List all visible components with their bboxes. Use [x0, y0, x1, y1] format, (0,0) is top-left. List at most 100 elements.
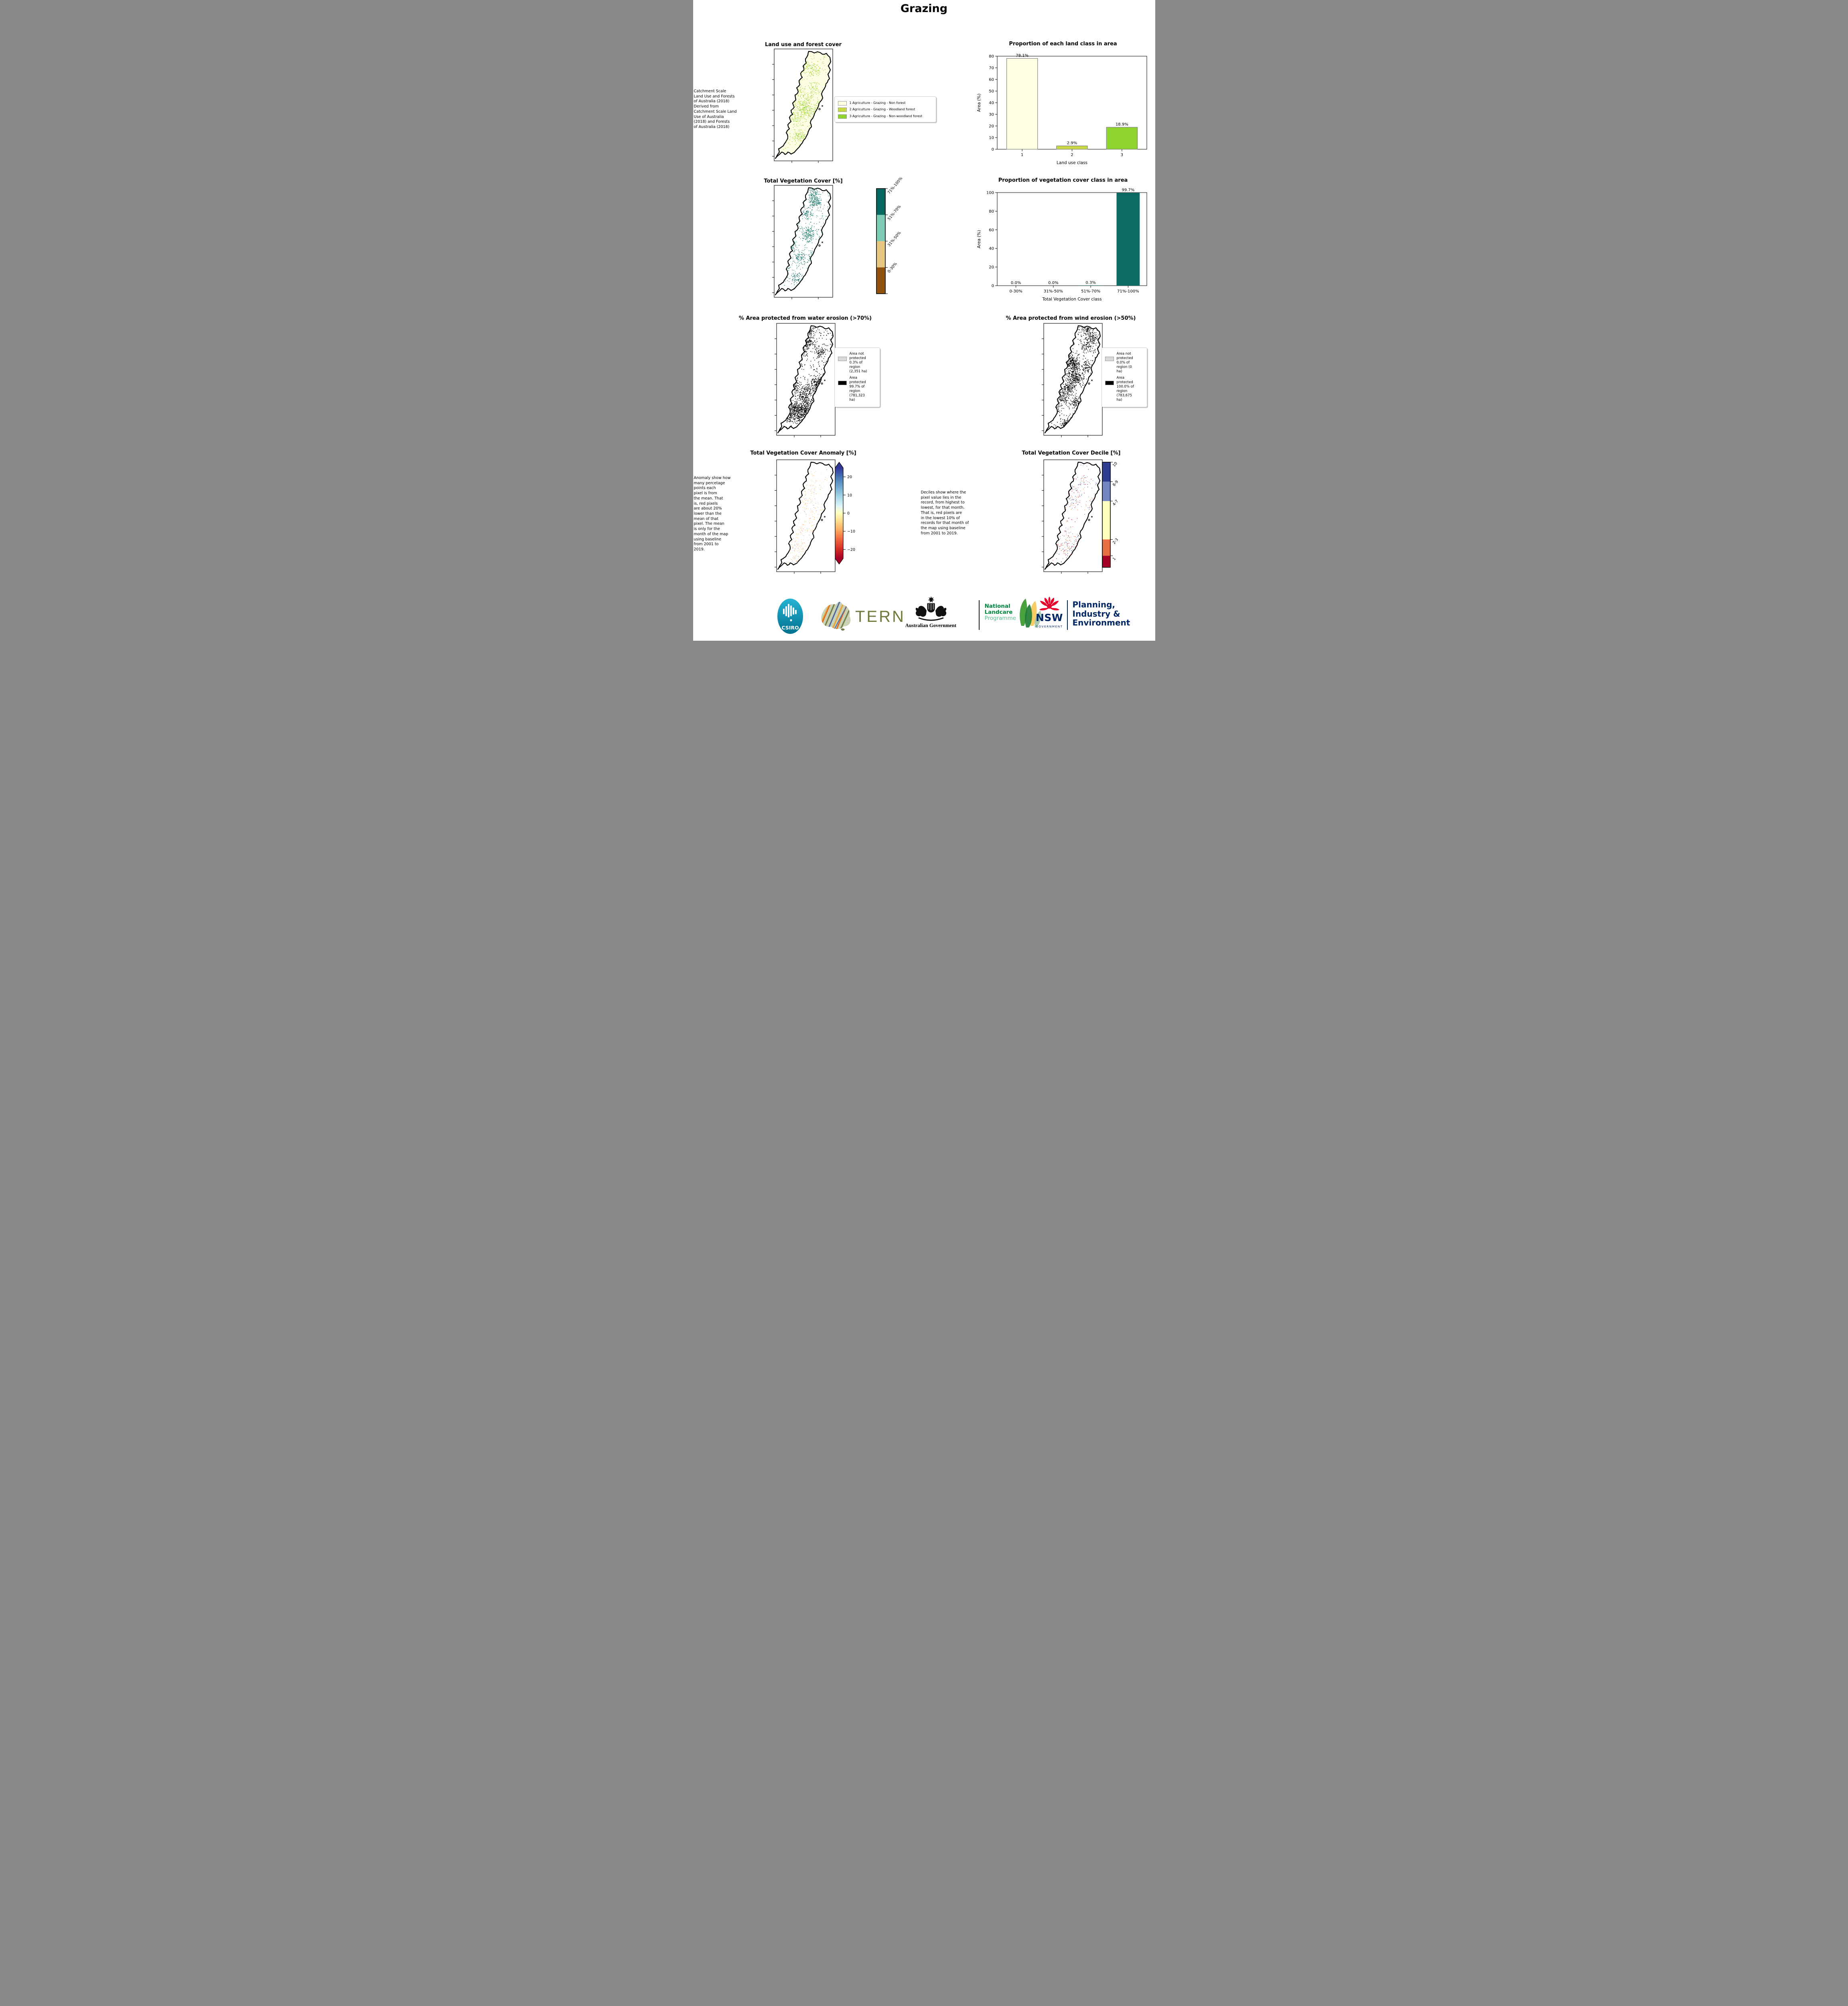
nsw-waratah-icon [1038, 596, 1060, 611]
wind-erosion-map [1041, 323, 1103, 437]
vegcover-colorbar: 71%-100% 51%-70% 31%-50% 0-30% [876, 176, 903, 294]
water-erosion-map [774, 323, 836, 437]
decile-map [1041, 459, 1103, 574]
landcare-line2: Landcare [984, 609, 1013, 616]
wind-erosion-map-title: % Area protected from wind erosion (>50%… [1006, 315, 1136, 321]
australian-government-label: Australian Government [905, 623, 957, 628]
decile-note: Deciles show where the pixel value lies … [921, 490, 969, 536]
water-legend-swatch-icon [838, 357, 847, 361]
wind-legend-item: Area protected 100.0% of region (783,675… [1105, 376, 1144, 402]
landuse-map [772, 49, 833, 163]
landclass-bar-chart: 0 10 20 30 40 50 60 70 80 78.1% 1 2.9% 2 18.9% 3 Land u… [977, 54, 1147, 165]
tern-australia-icon [821, 602, 850, 631]
svg-text:Area (%): Area (%) [977, 230, 982, 248]
landuse-legend-label: 3 Agriculture - Grazing - Non-woodland f… [849, 114, 923, 118]
water-legend-swatch-icon [838, 381, 847, 386]
anomaly-map [774, 459, 836, 574]
wind-legend-label: Area protected 100.0% of region (783,675… [1116, 376, 1134, 402]
svg-text:1: 1 [1020, 153, 1023, 157]
svg-text:Area (%): Area (%) [977, 93, 982, 112]
pie-line2: Industry & [1072, 609, 1120, 619]
svg-text:18.9%: 18.9% [1115, 122, 1128, 127]
svg-text:71%-100%: 71%-100% [886, 176, 903, 195]
svg-text:0: 0 [991, 148, 994, 152]
landuse-legend-item: 3 Agriculture - Grazing - Non-woodland f… [838, 114, 933, 119]
page-title: Grazing [900, 2, 948, 15]
svg-text:0.0%: 0.0% [1048, 281, 1058, 285]
svg-text:31%-50%: 31%-50% [1043, 289, 1063, 294]
pie-line1: Planning, [1072, 600, 1116, 609]
landuse-legend: 1 Agriculture - Grazing - Non forest 2 Ag… [834, 96, 936, 122]
svg-text:0-30%: 0-30% [1009, 289, 1022, 294]
vegcover-map-title: Total Vegetation Cover [%] [764, 178, 843, 184]
svg-text:3: 3 [1120, 153, 1123, 157]
landclass-chart-title: Proportion of each land class in area [1009, 41, 1117, 47]
landuse-legend-label: 2 Agriculture - Grazing - Woodland fores… [849, 108, 915, 111]
wind-legend-swatch-icon [1105, 357, 1114, 361]
svg-text:0.3%: 0.3% [1085, 280, 1095, 285]
svg-text:51%-70%: 51%-70% [886, 204, 902, 221]
water-legend-item: Area not protected 0.3% of region (2,351… [838, 352, 876, 374]
australian-government-crest-icon [915, 596, 946, 621]
svg-text:50: 50 [989, 89, 994, 94]
svg-text:31%-50%: 31%-50% [886, 231, 902, 248]
svg-text:0-30%: 0-30% [886, 262, 898, 274]
svg-text:71%-100%: 71%-100% [1117, 289, 1139, 294]
anomaly-map-title: Total Vegetation Cover Anomaly [%] [750, 450, 856, 456]
svg-text:60: 60 [989, 78, 994, 82]
svg-text:78.1%: 78.1% [1016, 54, 1028, 58]
water-erosion-map-title: % Area protected from water erosion (>70… [738, 315, 872, 321]
decile-colorbar: 108-94-72-31 [1101, 461, 1119, 568]
svg-text:40: 40 [989, 247, 994, 251]
landcare-label: National Landcare Programme [985, 603, 1016, 621]
svg-text:80: 80 [989, 55, 994, 59]
csiro-sun-icon [783, 604, 797, 621]
vegclass-bar-chart: 0 20 40 60 80 100 0.0% 0-30% 0.0% 31%-50% 0.3% 51%-… [977, 188, 1147, 302]
landuse-legend-item: 2 Agriculture - Grazing - Woodland fores… [838, 107, 933, 112]
landuse-legend-swatch-icon [838, 114, 847, 119]
tern-logo: TERN [821, 602, 903, 631]
landcare-line3: Programme [984, 615, 1016, 622]
vegcover-map [772, 185, 833, 299]
decile-map-title: Total Vegetation Cover Decile [%] [1022, 450, 1121, 456]
vegclass-chart-title: Proportion of vegetation cover class in … [998, 177, 1128, 183]
tern-label: TERN [855, 608, 905, 625]
svg-text:80: 80 [989, 209, 994, 214]
svg-text:30: 30 [989, 113, 994, 117]
landuse-legend-label: 1 Agriculture - Grazing - Non forest [849, 101, 906, 105]
wind-legend-label: Area not protected 0.0% of region (0 ha) [1116, 352, 1133, 374]
svg-text:0.0%: 0.0% [1010, 281, 1020, 285]
landuse-legend-swatch-icon [838, 108, 847, 112]
csiro-ellipse [777, 599, 803, 634]
report-page: Grazing Catchment Scale Land Use and For… [693, 0, 1155, 641]
anomaly-note: Anomaly show how many percetage points e… [694, 476, 731, 552]
svg-text:51%-70%: 51%-70% [1081, 289, 1100, 294]
landcare-leaves-icon [1019, 599, 1041, 627]
csiro-logo: CSIRO [777, 599, 803, 634]
landuse-source-note: Catchment Scale Land Use and Forests of … [694, 89, 737, 130]
svg-text:20: 20 [989, 265, 994, 270]
landcare-line1: National [984, 603, 1010, 609]
svg-text:70: 70 [989, 66, 994, 71]
svg-text:Total Vegetation Cover class: Total Vegetation Cover class [1042, 297, 1101, 302]
landuse-map-title: Land use and forest cover [765, 42, 842, 48]
footer-divider-1 [978, 600, 980, 630]
water-erosion-legend: Area not protected 0.3% of region (2,351… [834, 347, 880, 407]
svg-text:60: 60 [989, 228, 994, 232]
wind-legend-item: Area not protected 0.0% of region (0 ha) [1105, 352, 1144, 374]
svg-text:2.9%: 2.9% [1067, 141, 1077, 146]
csiro-label: CSIRO [781, 625, 799, 631]
landuse-legend-item: 1 Agriculture - Grazing - Non forest [838, 100, 933, 106]
svg-text:0: 0 [991, 284, 994, 288]
landuse-legend-swatch-icon [838, 101, 847, 106]
svg-text:Land use class: Land use class [1057, 160, 1087, 165]
svg-text:40: 40 [989, 101, 994, 106]
svg-text:100: 100 [986, 191, 994, 195]
svg-text:20: 20 [989, 124, 994, 129]
nsw-label: NSW [1035, 612, 1063, 623]
water-legend-label: Area protected 99.7% of region (781,323 … [849, 376, 866, 402]
water-legend-item: Area protected 99.7% of region (781,323 … [838, 376, 876, 402]
water-legend-label: Area not protected 0.3% of region (2,351… [849, 352, 867, 374]
svg-text:2: 2 [1071, 153, 1073, 157]
